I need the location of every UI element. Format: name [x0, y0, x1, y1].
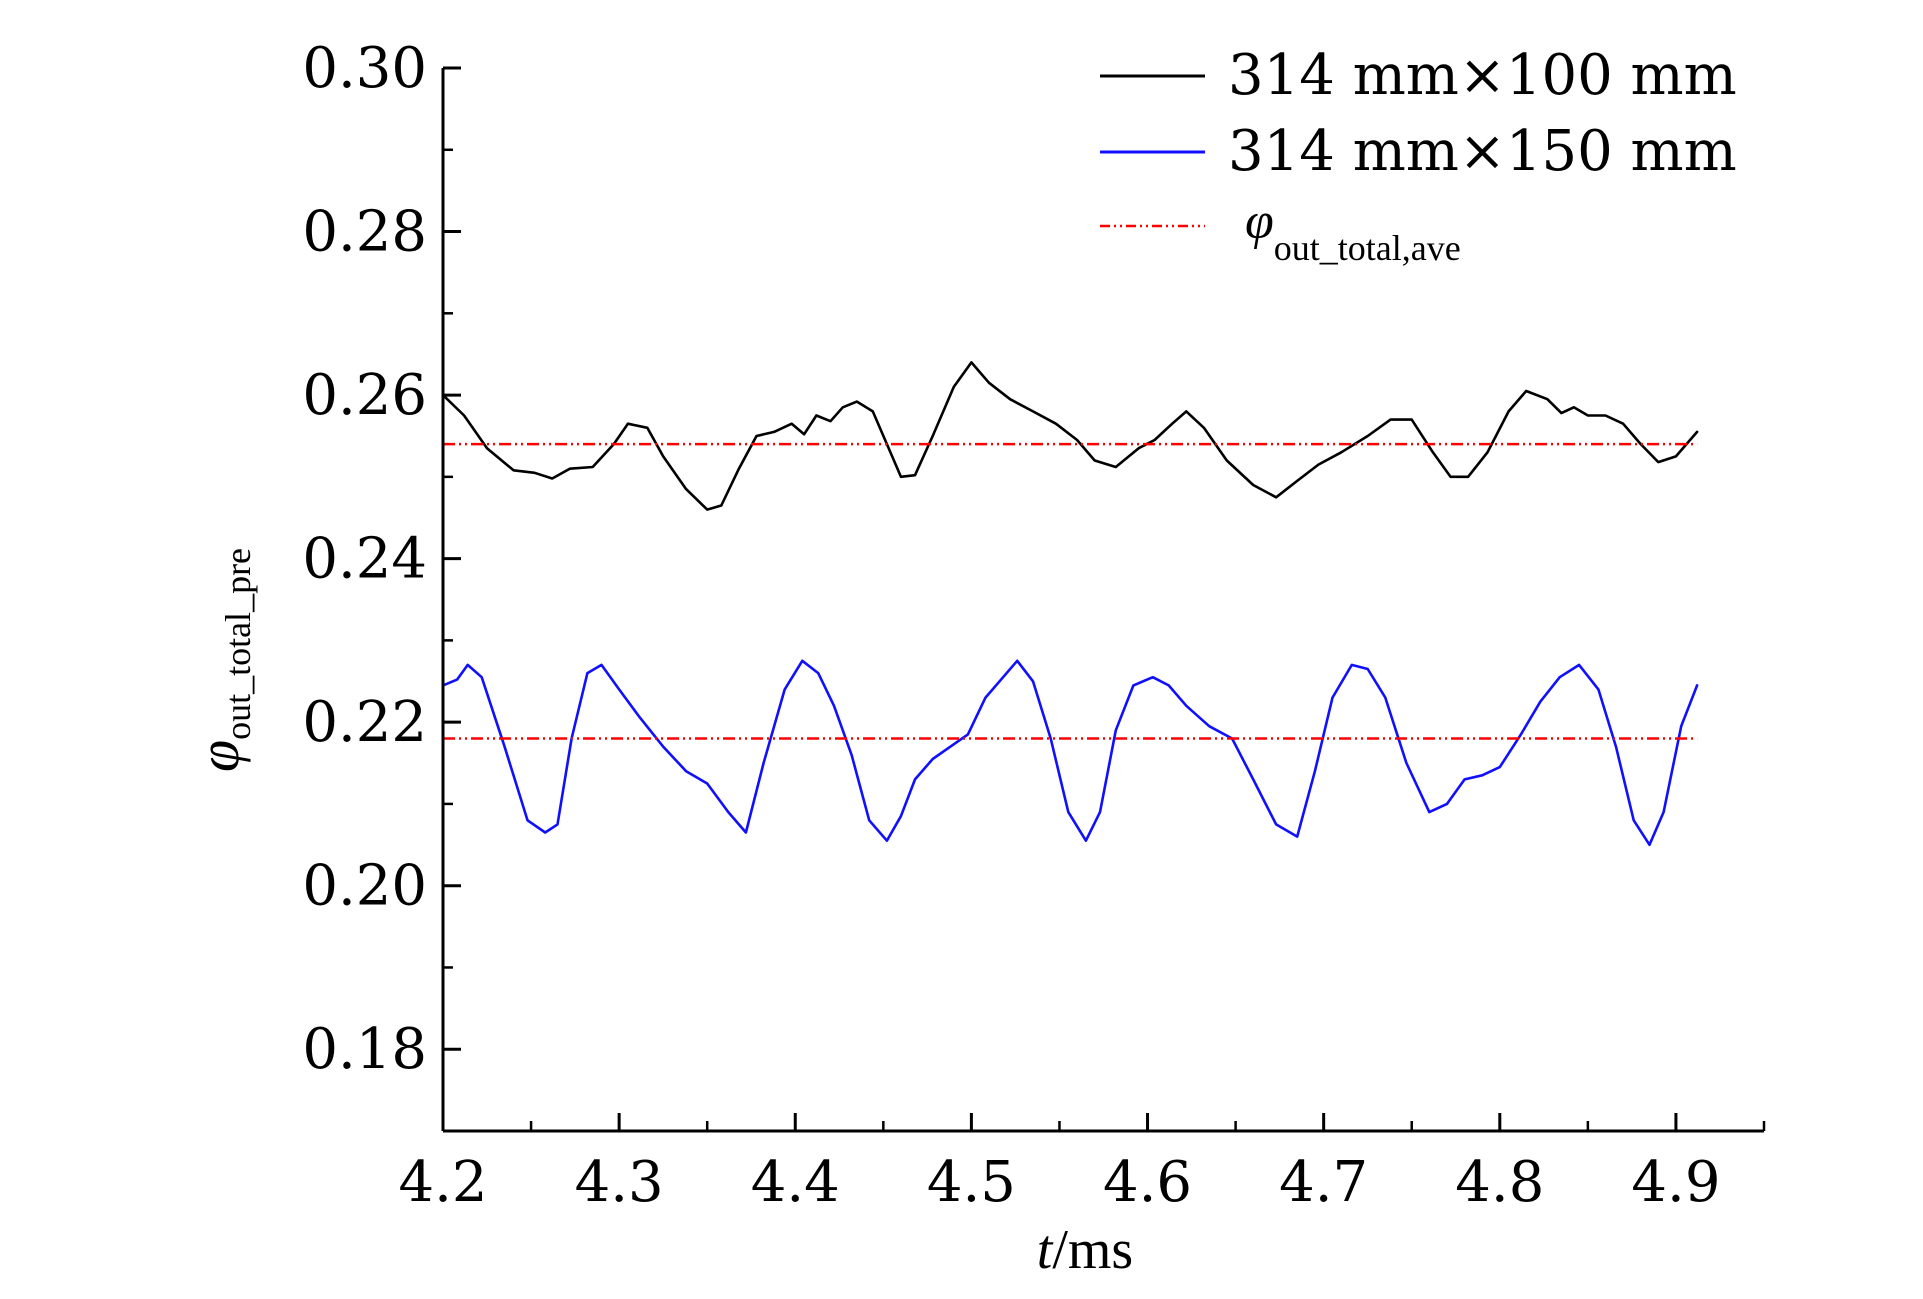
x-axis-title-unit: /ms	[1052, 1219, 1133, 1281]
series-layer	[441, 361, 1699, 847]
legend-label-3: φout_total,ave	[1245, 193, 1461, 268]
svg-text:t/ms: t/ms	[1037, 1219, 1133, 1281]
legend-item-1: 314 mm×100 mm	[1100, 43, 1737, 108]
legend-label-3-symbol: φ	[1245, 193, 1274, 250]
svg-text:φout_total_pre: φout_total_pre	[186, 548, 258, 772]
y-tick-label: 0.22	[302, 690, 427, 755]
y-tick-label: 0.24	[302, 527, 427, 592]
series-line-1	[441, 361, 1699, 511]
x-tick-label: 4.5	[927, 1150, 1016, 1215]
plot-area: 0.30 0.28 0.26 0.24 0.22 0.20 0.18 4.2 4.3 4.4 4.5…	[302, 36, 1766, 1215]
legend-label-3-subscript: out_total,ave	[1274, 228, 1461, 268]
legend: 314 mm×100 mm 314 mm×150 mm φout_total,a…	[1100, 43, 1737, 268]
x-axis-title: t/ms	[1037, 1219, 1133, 1281]
legend-label-1: 314 mm×100 mm	[1228, 43, 1737, 108]
axes	[441, 68, 1764, 1133]
legend-item-3: φout_total,ave	[1100, 193, 1461, 268]
y-tick-label: 0.20	[302, 854, 427, 919]
y-axis-title-subscript: out_total_pre	[218, 548, 258, 740]
y-tick-label: 0.30	[302, 36, 427, 101]
x-axis-title-italic: t	[1037, 1219, 1054, 1281]
y-axis-title-symbol: φ	[186, 740, 251, 772]
y-tick-label: 0.26	[302, 363, 427, 428]
y-tick-label: 0.28	[302, 200, 427, 265]
series-line-2	[441, 659, 1699, 847]
ticks: 0.30 0.28 0.26 0.24 0.22 0.20 0.18 4.2 4.3 4.4 4.5…	[302, 36, 1766, 1215]
legend-item-2: 314 mm×150 mm	[1100, 119, 1737, 184]
x-tick-label: 4.4	[751, 1150, 840, 1215]
x-tick-label: 4.9	[1631, 1150, 1720, 1215]
y-axis-title: φout_total_pre	[186, 548, 258, 772]
x-tick-label: 4.2	[398, 1150, 487, 1215]
x-tick-label: 4.7	[1279, 1150, 1368, 1215]
legend-label-2: 314 mm×150 mm	[1228, 119, 1737, 184]
y-tick-label: 0.18	[302, 1017, 427, 1082]
x-tick-label: 4.8	[1455, 1150, 1544, 1215]
x-tick-label: 4.3	[575, 1150, 664, 1215]
x-tick-label: 4.6	[1103, 1150, 1192, 1215]
